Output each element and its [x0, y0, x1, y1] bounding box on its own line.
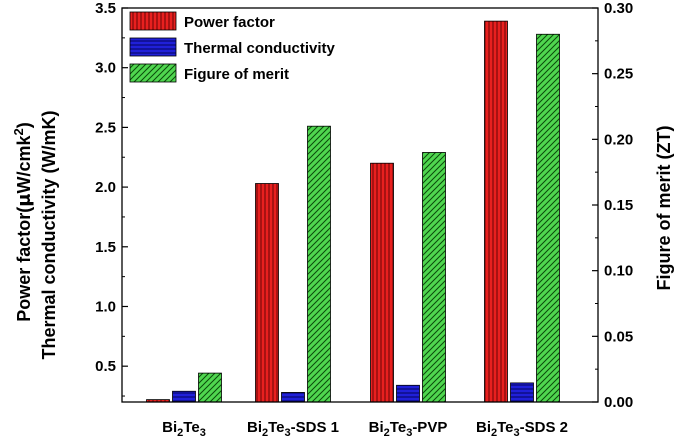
legend-label-figure-of-merit: Figure of merit: [184, 66, 289, 83]
bar-power-factor-3: [484, 20, 508, 403]
bar-thermal-conductivity-2: [396, 384, 420, 403]
bar-figure-of-merit-2: [422, 152, 446, 403]
left-tick-label: 1.0: [95, 298, 116, 315]
category-label: Bi2Te3-PVP: [369, 419, 448, 439]
left-tick-label: 0.5: [95, 358, 116, 375]
left-ticks: 0.5 1.0 1.5 2.0 2.5 3.0 3.5: [95, 0, 128, 397]
category-label: Bi2Te3-SDS 2: [476, 419, 568, 439]
right-tick-label: 0.10: [604, 263, 633, 280]
bar-figure-of-merit-3: [536, 33, 560, 403]
right-tick-label: 0.30: [604, 0, 633, 17]
legend-swatch-figure-of-merit: [129, 63, 177, 83]
right-ticks: 0.00 0.05 0.10 0.15 0.20 0.25 0.30: [592, 0, 633, 411]
bar-thermal-conductivity-0: [172, 390, 196, 403]
legend-label-power-factor: Power factor: [184, 14, 275, 31]
bar-power-factor-1: [255, 183, 279, 403]
left-tick-label: 2.5: [95, 119, 116, 136]
bar-thermal-conductivity-3: [510, 382, 534, 403]
y-right-title: Figure of merit (ZT): [654, 126, 674, 291]
legend: Power factor Thermal conductivity Figure o…: [129, 11, 336, 83]
left-tick-label: 1.5: [95, 239, 116, 256]
bar-thermal-conductivity-1: [281, 392, 305, 403]
bars-group: [146, 20, 560, 403]
legend-swatch-thermal-conductivity: [129, 37, 177, 57]
category-label: Bi2Te3: [162, 419, 206, 439]
left-tick-label: 3.5: [95, 0, 116, 17]
right-tick-label: 0.00: [604, 394, 633, 411]
right-tick-label: 0.15: [604, 197, 633, 214]
right-tick-label: 0.20: [604, 131, 633, 148]
legend-swatch-power-factor: [129, 11, 177, 31]
left-tick-label: 2.0: [95, 179, 116, 196]
bar-power-factor-2: [370, 162, 394, 403]
y-left-title-line1: Power factor(μW/cmk2): [11, 122, 35, 322]
left-tick-label: 3.0: [95, 60, 116, 77]
right-tick-label: 0.25: [604, 66, 633, 83]
bar-figure-of-merit-1: [307, 125, 331, 403]
bar-figure-of-merit-0: [198, 372, 222, 403]
category-labels: Bi2Te3 Bi2Te3-SDS 1 Bi2Te3-PVP Bi2Te3-SDS 2: [162, 419, 568, 439]
right-tick-label: 0.05: [604, 328, 633, 345]
y-left-title-line2: Thermal conductivity (W/mK): [39, 110, 59, 359]
category-label: Bi2Te3-SDS 1: [247, 419, 339, 439]
legend-label-thermal-conductivity: Thermal conductivity: [184, 40, 336, 57]
